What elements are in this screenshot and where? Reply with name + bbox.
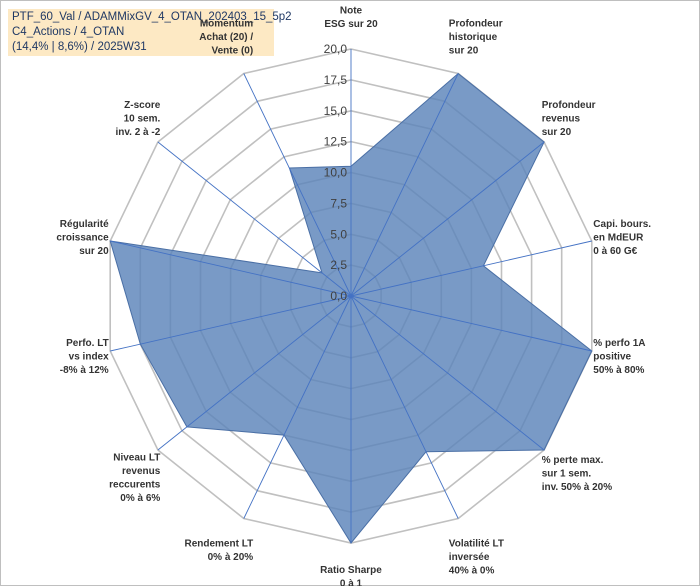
axis-label: Capi. bours. en MdEUR 0 à 60 G€ bbox=[593, 219, 651, 257]
axis-label-line: en MdEUR bbox=[593, 233, 644, 244]
tick-label: 5,0 bbox=[330, 227, 347, 241]
axis-spoke bbox=[350, 141, 545, 297]
axis-label-line: croissance bbox=[56, 233, 109, 244]
tick-label: 20,0 bbox=[324, 42, 348, 56]
axis-label-line: Perfo. LT bbox=[66, 338, 109, 349]
axis-label-line: sur 20 bbox=[542, 127, 572, 138]
axis-label: Momentum Achat (20) / Vente (0) bbox=[199, 18, 253, 56]
axis-label-line: Z-score bbox=[124, 100, 161, 111]
axis-label-line: Note bbox=[340, 6, 363, 17]
axis-label: Profondeur revenus sur 20 bbox=[542, 100, 596, 138]
axis-label-line: Vente (0) bbox=[212, 45, 254, 56]
axis-label-line: 50% à 80% bbox=[593, 365, 644, 376]
axis-label: % perfo 1A positive 50% à 80% bbox=[593, 338, 645, 376]
axis-label: Niveau LT revenus reccurents 0% à 6% bbox=[109, 452, 161, 504]
axis-label-line: Régularité bbox=[60, 219, 109, 230]
axis-spoke bbox=[157, 295, 352, 451]
axis-label-line: inv. 2 à -2 bbox=[115, 127, 160, 138]
axis-label-line: % perfo 1A bbox=[593, 338, 645, 349]
axis-label-line: % perte max. bbox=[542, 455, 604, 466]
axis-spoke bbox=[243, 295, 352, 519]
axis-label-line: 0% à 6% bbox=[120, 493, 160, 504]
axis-spoke bbox=[110, 295, 352, 352]
title-line-3: (14,4% | 8,6%) / 2025W31 bbox=[12, 41, 147, 53]
axis-label-line: historique bbox=[449, 32, 498, 43]
axis-label: Z-score 10 sem. inv. 2 à -2 bbox=[115, 100, 160, 138]
axis-label-line: revenus bbox=[122, 466, 161, 477]
axis-label-line: Rendement LT bbox=[184, 539, 253, 550]
axis-label: Profondeur historique sur 20 bbox=[449, 18, 503, 56]
tick-label: 12,5 bbox=[324, 135, 348, 149]
axis-label: Rendement LT 0% à 20% bbox=[184, 539, 253, 564]
axis-label-line: sur 20 bbox=[79, 246, 109, 257]
axis-label-line: Profondeur bbox=[449, 18, 503, 29]
axis-label-line: Ratio Sharpe bbox=[320, 565, 382, 576]
axis-label-line: Achat (20) / bbox=[199, 32, 253, 43]
axis-label-line: ESG sur 20 bbox=[324, 19, 378, 30]
axis-spoke bbox=[350, 295, 545, 451]
tick-label: 0,0 bbox=[330, 289, 347, 303]
axis-spoke bbox=[110, 240, 352, 297]
tick-label: 2,5 bbox=[330, 258, 347, 272]
axis-label-line: 0 à 1 bbox=[340, 579, 363, 586]
axis-label-line: 40% à 0% bbox=[449, 566, 495, 577]
tick-label: 7,5 bbox=[330, 196, 347, 210]
axis-label-line: sur 20 bbox=[449, 45, 479, 56]
axis-label-line: vs index bbox=[69, 351, 109, 362]
axis-label-line: 0 à 60 G€ bbox=[593, 246, 637, 257]
axis-label-line: sur 1 sem. bbox=[542, 469, 592, 480]
axis-label-line: Momentum bbox=[200, 18, 253, 29]
axis-spoke bbox=[350, 295, 592, 352]
axis-spoke bbox=[157, 141, 352, 297]
axis-spoke bbox=[350, 73, 459, 297]
axis-label-line: Niveau LT bbox=[113, 452, 160, 463]
axis-label-line: Profondeur bbox=[542, 100, 596, 111]
axis-label: Régularité croissance sur 20 bbox=[56, 219, 109, 257]
axis-label-line: Capi. bours. bbox=[593, 219, 651, 230]
axis-spoke bbox=[243, 73, 352, 297]
axis-label-line: inv. 50% à 20% bbox=[542, 482, 613, 493]
tick-label: 10,0 bbox=[324, 166, 348, 180]
tick-label: 17,5 bbox=[324, 73, 348, 87]
axis-label-line: inversée bbox=[449, 552, 490, 563]
axis-label-line: 10 sem. bbox=[124, 113, 161, 124]
title-line-1: PTF_60_Val / ADAMMixGV_4_OTAN_202403_15_… bbox=[12, 11, 292, 23]
axis-spoke bbox=[350, 295, 459, 519]
axis-label-line: Volatilité LT bbox=[449, 539, 504, 550]
axis-label-line: revenus bbox=[542, 113, 581, 124]
axis-label-line: 0% à 20% bbox=[208, 552, 254, 563]
title-line-2: C4_Actions / 4_OTAN bbox=[12, 26, 125, 38]
axis-label: Ratio Sharpe 0 à 1 bbox=[320, 565, 382, 586]
axis-label: % perte max. sur 1 sem. inv. 50% à 20% bbox=[542, 455, 613, 493]
axis-label: Perfo. LT vs index -8% à 12% bbox=[60, 338, 109, 376]
axis-label-line: positive bbox=[593, 351, 631, 362]
axis-spoke bbox=[350, 240, 592, 297]
tick-label: 15,0 bbox=[324, 104, 348, 118]
axis-label-line: reccurents bbox=[109, 479, 161, 490]
chart-title-box: PTF_60_Val / ADAMMixGV_4_OTAN_202403_15_… bbox=[8, 9, 292, 56]
axis-label-line: -8% à 12% bbox=[60, 365, 109, 376]
axis-label: Volatilité LT inversée 40% à 0% bbox=[449, 539, 504, 577]
axis-label: Note ESG sur 20 bbox=[324, 6, 378, 31]
